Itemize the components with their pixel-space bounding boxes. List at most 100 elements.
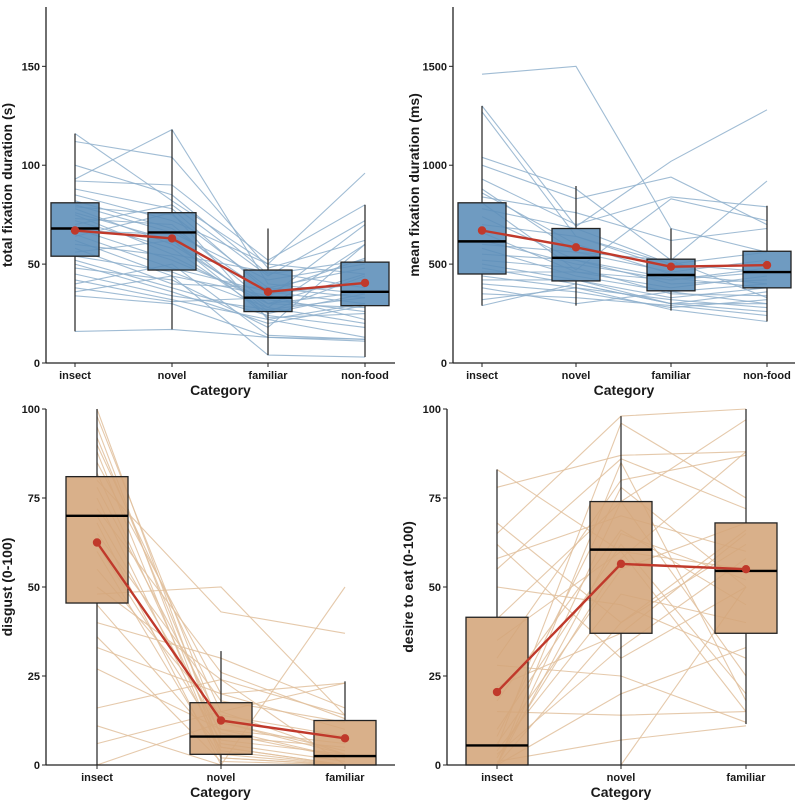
participant-lines [74,128,366,358]
mean-point-familiar [263,287,273,296]
participant-line [74,275,366,358]
mean-line [74,229,366,294]
y-tick-label: 500 [429,259,447,271]
participant-line [74,206,366,299]
y-tick-label: 100 [22,160,40,172]
y-axis-title: desire to eat (0-100) [400,521,416,653]
x-tick-label: novel [207,772,236,784]
y-tick-label: 100 [22,404,40,416]
participant-line [481,196,768,241]
participant-line [74,263,366,324]
x-axis-title: Category [591,784,652,800]
mean-point-novel [571,243,581,252]
mean-point-familiar [741,565,751,574]
y-tick-label: 50 [28,582,40,594]
y-tick-label: 150 [22,61,40,73]
participant-line [496,408,747,534]
participant-line [74,172,366,265]
participant-line [482,267,768,281]
mean-point-insect [492,687,502,697]
mean-point-non-food [360,278,370,288]
panel-bottom-left: 0 25 50 75 100 insect novel familiar Category dis… [0,404,395,800]
participant-line [481,111,768,273]
participant-line [74,243,366,305]
x-tick-label: insect [81,772,113,784]
mean-point-insect [477,226,487,235]
participant-line [481,283,768,309]
x-tick-label: novel [158,370,187,382]
participant-line [481,178,768,226]
x-axis-title: Category [190,382,251,398]
box-insect [465,469,529,766]
mean-point-novel [616,559,626,569]
x-tick-label: insect [466,370,498,382]
participant-line [74,273,366,311]
y-tick-label: 75 [429,493,441,505]
participant-line [74,229,366,313]
y-tick-label: 0 [441,358,447,370]
x-tick-label: novel [607,772,636,784]
box-iqr [189,702,253,755]
mean-line [481,229,768,268]
panel-top-left: 0 50 100 150 insect novel familiar non-food Cate… [0,7,395,398]
box-iqr [551,227,601,282]
participant-line [74,133,366,275]
participant-line [74,224,366,303]
x-tick-label: familiar [325,772,365,784]
mean-point-familiar [340,734,350,743]
mean-point-insect [70,226,80,235]
participant-line [74,204,366,281]
participant-line [481,156,768,299]
participant-line [482,279,768,313]
box-iqr [457,202,507,275]
box-insect [457,105,507,306]
participant-line [74,328,366,340]
participant-line [481,283,768,307]
mean-point-non-food [762,260,772,270]
y-axis-title: total fixation duration (s) [0,103,15,267]
x-tick-label: non-food [341,370,389,382]
x-tick-label: familiar [726,772,766,784]
box-novel [189,651,253,765]
participant-line [481,198,768,271]
x-tick-label: familiar [651,370,691,382]
panel-top-right: 0 500 1000 1500 insect novel familiar non-food C… [406,7,795,398]
y-axis-title: disgust (0-100) [0,538,15,637]
participant-line [481,105,768,228]
participant-line [481,164,768,226]
box-familiar [714,409,778,725]
box-iqr [589,500,653,634]
participant-line [74,295,366,342]
x-tick-label: non-food [743,370,791,382]
y-tick-label: 0 [435,760,441,772]
participant-line [481,65,768,253]
box-iqr [313,719,377,766]
box-novel [589,416,653,765]
x-tick-label: novel [562,370,591,382]
y-tick-label: 1500 [423,61,447,73]
x-tick-label: familiar [248,370,288,382]
y-axis-title: mean fixation duration (ms) [406,93,422,277]
participant-line [74,204,366,277]
y-tick-label: 25 [28,671,40,683]
participant-line [74,180,366,261]
mean-point-insect [92,538,102,547]
participant-line [74,140,366,269]
box-non-food [742,205,792,322]
participant-line [481,259,768,297]
x-axis-title: Category [594,382,655,398]
y-tick-label: 0 [34,760,40,772]
box-iqr [742,250,792,289]
participant-line [74,212,366,309]
y-tick-label: 50 [28,259,40,271]
participant-line [74,279,366,338]
participant-line [481,293,768,317]
x-tick-label: insect [481,772,513,784]
mean-point-familiar [666,262,676,271]
participant-line [74,164,366,275]
participant-line [96,586,346,716]
box-iqr [714,522,778,634]
participant-line [74,255,366,324]
x-axis-title: Category [190,784,251,800]
